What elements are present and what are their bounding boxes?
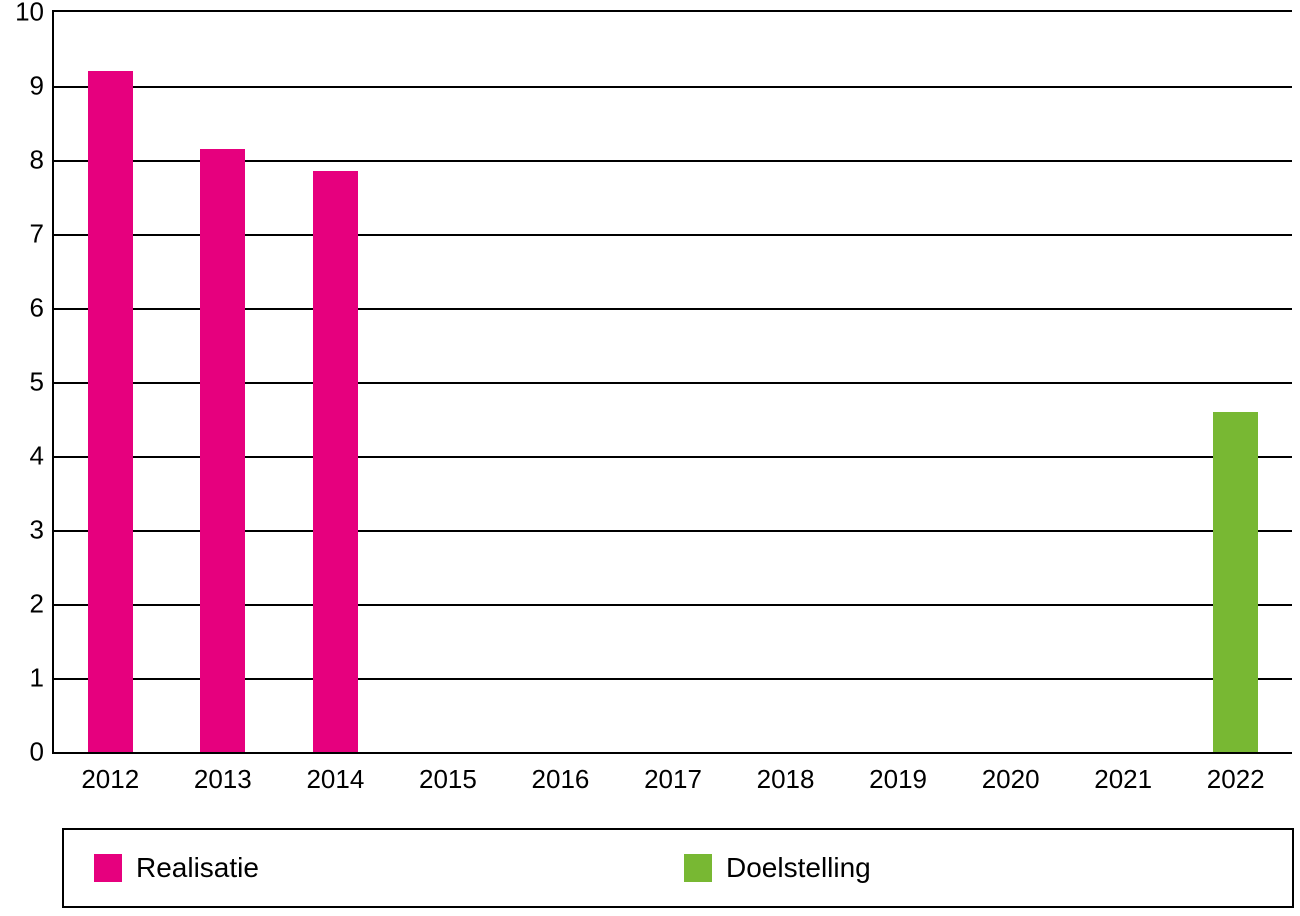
x-tick-label: 2022 [1207,752,1265,795]
x-tick-label: 2015 [419,752,477,795]
legend-item: Realisatie [94,852,259,884]
y-tick-label: 8 [30,145,54,176]
x-tick-label: 2019 [869,752,927,795]
legend: Realisatie Doelstelling [62,828,1294,908]
legend-label: Realisatie [136,852,259,884]
legend-label: Doelstelling [726,852,871,884]
y-tick-label: 10 [15,0,54,28]
bar [313,171,358,752]
x-tick-label: 2018 [757,752,815,795]
x-tick-label: 2012 [81,752,139,795]
y-tick-label: 0 [30,737,54,768]
x-tick-label: 2021 [1094,752,1152,795]
y-tick-label: 2 [30,589,54,620]
y-tick-label: 5 [30,367,54,398]
y-tick-label: 6 [30,293,54,324]
x-tick-label: 2017 [644,752,702,795]
y-tick-label: 1 [30,663,54,694]
x-tick-label: 2016 [532,752,590,795]
legend-swatch [684,854,712,882]
legend-item: Doelstelling [684,852,871,884]
y-tick-label: 7 [30,219,54,250]
x-tick-label: 2020 [982,752,1040,795]
bar [88,71,133,752]
x-tick-label: 2014 [306,752,364,795]
bar [200,149,245,752]
y-tick-label: 4 [30,441,54,472]
gridline [54,86,1292,88]
bar [1213,412,1258,752]
x-tick-label: 2013 [194,752,252,795]
plot-area: 0123456789102012201320142015201620172018… [52,10,1292,754]
y-tick-label: 9 [30,71,54,102]
bar-chart: 0 1 2 3 4 5 6 7 8 9 10 2012 2013 2014 2015 2016 2017 2018… [0,0,1300,916]
y-tick-label: 3 [30,515,54,546]
legend-swatch [94,854,122,882]
